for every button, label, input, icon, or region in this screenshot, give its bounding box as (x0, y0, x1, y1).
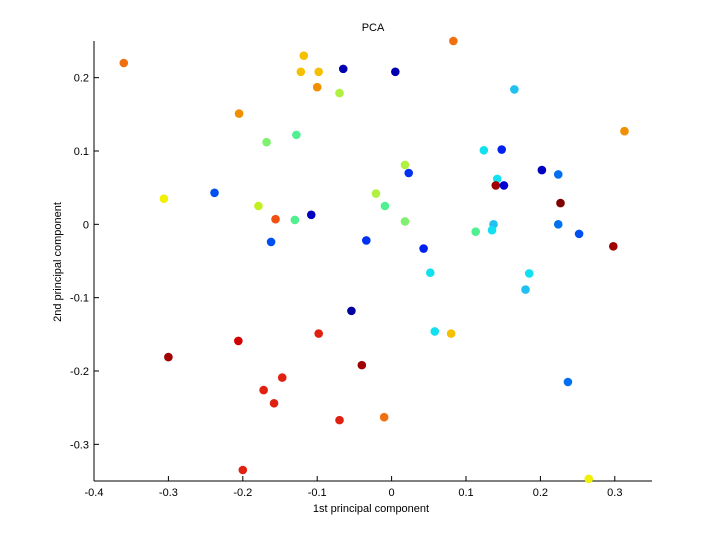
data-point (238, 465, 248, 475)
data-point (259, 385, 268, 395)
data-point (266, 237, 276, 247)
data-point (491, 181, 501, 190)
data-point (347, 306, 356, 316)
data-point (404, 168, 414, 178)
data-point (269, 398, 279, 408)
data-point (391, 67, 400, 77)
data-point (357, 360, 367, 370)
data-point (497, 145, 507, 154)
y-tick-label: -0.1 (70, 293, 89, 305)
y-tick-label: -0.3 (70, 439, 89, 451)
data-point (119, 58, 129, 68)
data-point (609, 242, 618, 251)
data-point (379, 412, 389, 422)
data-point (380, 201, 390, 211)
data-point (510, 85, 519, 94)
y-tick-label: 0 (83, 219, 89, 231)
data-point (277, 373, 287, 382)
data-point (362, 236, 371, 245)
data-point (314, 329, 323, 338)
data-point (449, 36, 458, 46)
data-point (290, 215, 300, 225)
y-tick-label: 0.1 (74, 146, 89, 158)
data-point (492, 174, 502, 184)
data-point (335, 415, 344, 425)
data-point (371, 189, 381, 198)
data-point (335, 88, 344, 98)
data-point (338, 64, 348, 74)
data-point (306, 210, 316, 220)
data-point (314, 67, 323, 77)
data-point (563, 377, 573, 387)
x-tick-label: 0.3 (607, 487, 622, 499)
data-point (471, 227, 480, 236)
data-point (556, 198, 565, 208)
x-axis-label: 1st principal component (313, 503, 429, 515)
y-tick-label: -0.2 (70, 366, 89, 378)
y-axis-label: 2nd principal component (52, 202, 64, 322)
data-point (499, 181, 509, 190)
chart-title: PCA (362, 22, 385, 34)
y-tick-label: 0.2 (74, 73, 89, 85)
data-point (210, 188, 219, 198)
data-point (425, 268, 435, 278)
data-point (479, 145, 489, 155)
data-point (584, 474, 594, 484)
data-point (553, 170, 563, 179)
data-point (271, 214, 280, 224)
x-tick-label: 0 (389, 487, 395, 499)
data-point (430, 327, 440, 336)
x-tick-label: 0.2 (533, 487, 548, 499)
data-point (312, 82, 322, 92)
data-point (234, 109, 244, 118)
x-tick-label: -0.3 (159, 487, 178, 499)
axes: -0.4 -0.3 -0.2 -0.1 0 0.1 0.2 0.3 -0.3 -0.2 -0.1 0 0… (70, 41, 652, 499)
data-point (296, 67, 306, 77)
data-point (487, 225, 497, 235)
x-tick-label: -0.1 (308, 487, 327, 499)
data-point (299, 51, 309, 60)
data-point (159, 194, 169, 203)
data-point (574, 229, 584, 239)
x-tick-label: -0.2 (233, 487, 252, 499)
data-points (119, 36, 629, 484)
data-point (521, 285, 530, 294)
data-point (553, 220, 563, 229)
data-point (446, 329, 456, 338)
data-point (164, 352, 173, 362)
data-point (419, 244, 428, 253)
data-point (400, 217, 410, 226)
data-point (537, 165, 547, 175)
x-tick-label: -0.4 (85, 487, 104, 499)
data-point (292, 130, 301, 140)
data-point (620, 126, 629, 136)
data-point (400, 160, 410, 170)
data-point (524, 269, 534, 278)
x-tick-label: 0.1 (458, 487, 473, 499)
data-point (254, 201, 263, 211)
data-point (234, 336, 243, 346)
data-point (262, 137, 271, 147)
